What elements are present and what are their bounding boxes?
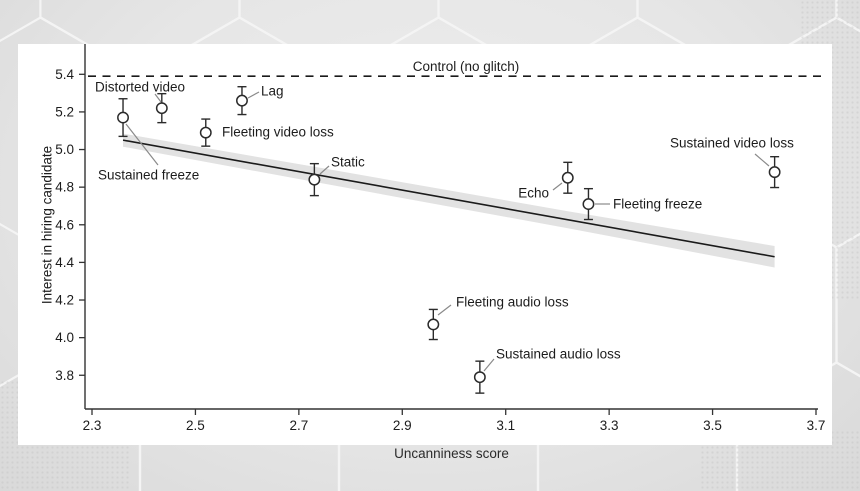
y-axis-title: Interest in hiring candidate [40,146,55,304]
data-point-sustained-audio-loss [473,371,486,384]
leader-line-sustained-freeze [125,123,159,166]
hexagon-outline [835,232,860,378]
point-label-sustained-video-loss: Sustained video loss [670,136,794,151]
x-axis-title: Uncanniness score [394,446,509,461]
y-tick-label: 3.8 [55,368,74,383]
x-tick-label: 3.7 [807,418,826,433]
y-tick-label: 5.4 [55,67,74,82]
confidence-band [123,133,775,268]
point-label-sustained-audio-loss: Sustained audio loss [496,347,621,362]
data-point-sustained-video-loss [768,166,781,179]
point-label-static: Static [331,155,365,170]
x-tick-label: 2.5 [186,418,205,433]
point-label-fleeting-video-loss: Fleeting video loss [222,125,334,140]
figure-panel: Control (no glitch) 3.8 4.0 4.2 4.4 4.6 4.8 5.0… [18,44,832,445]
y-tick-label: 5.2 [55,104,74,119]
x-tick-label: 2.7 [289,418,308,433]
data-point-fleeting-audio-loss [427,318,440,331]
y-tick-label: 4.4 [55,255,74,270]
y-tick-label: 4.6 [55,217,74,232]
leader-line-sustained-video-loss [754,153,770,167]
y-tick-label: 4.0 [55,330,74,345]
regression-line [122,139,775,258]
data-point-fleeting-video-loss [199,126,212,139]
x-tick-label: 3.5 [703,418,722,433]
x-tick-label: 3.1 [496,418,515,433]
leader-line-lag [247,91,260,99]
point-label-echo: Echo [518,186,549,201]
point-label-sustained-freeze: Sustained freeze [98,168,199,183]
hexagon-outline [835,0,860,33]
y-tick-label: 4.8 [55,180,74,195]
data-point-lag [236,94,248,107]
point-label-lag: Lag [261,84,284,99]
x-tick-label: 2.3 [83,418,102,433]
leader-line-fleeting-audio-loss [437,304,452,316]
x-tick-label: 2.9 [393,418,412,433]
point-label-distorted-video: Distorted video [95,80,185,95]
data-point-static [308,173,321,186]
data-point-fleeting-freeze [582,198,595,211]
y-tick-label: 5.0 [55,142,74,157]
data-point-distorted-video [155,102,168,115]
data-point-echo [561,171,574,184]
data-point-sustained-freeze [117,111,129,124]
point-label-fleeting-audio-loss: Fleeting audio loss [456,295,569,310]
point-label-fleeting-freeze: Fleeting freeze [613,197,702,212]
scatter-chart: Control (no glitch) 3.8 4.0 4.2 4.4 4.6 4.8 5.0… [40,44,826,433]
leader-line-echo [552,182,563,191]
leader-line-sustained-audio-loss [483,358,495,372]
x-tick-label: 3.3 [600,418,619,433]
y-tick-label: 4.2 [55,293,74,308]
leader-line-static [319,165,330,175]
control-line-label: Control (no glitch) [413,59,520,74]
leader-line-distorted-video [154,93,162,103]
